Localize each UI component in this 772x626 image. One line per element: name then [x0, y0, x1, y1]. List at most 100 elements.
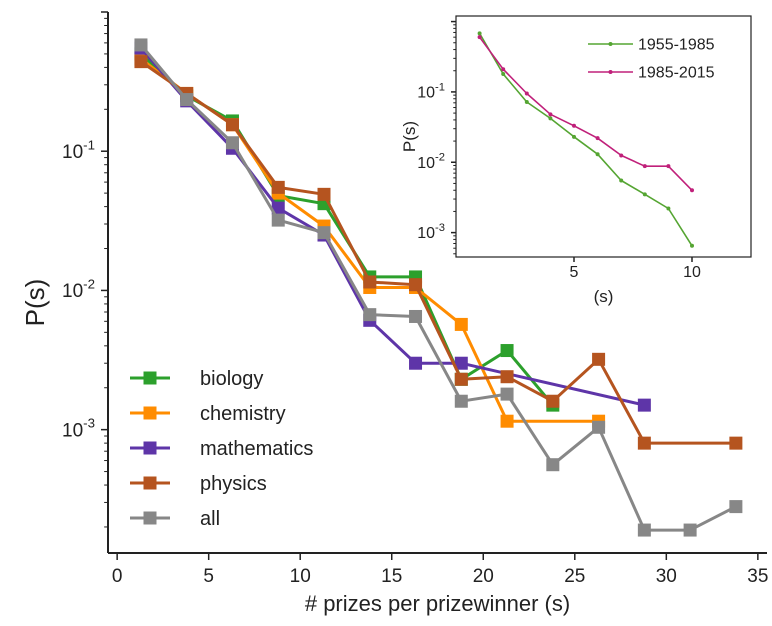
main-data-point — [454, 372, 468, 386]
main-legend-label: physics — [200, 473, 267, 495]
main-data-point — [409, 356, 423, 370]
main-data-point — [592, 352, 606, 366]
main-legend-marker — [143, 441, 157, 455]
main-data-point — [454, 317, 468, 331]
main-legend-marker — [143, 406, 157, 420]
inset-data-point — [501, 71, 506, 76]
inset-data-point — [524, 99, 529, 104]
inset-legend-label: 1955-1985 — [638, 37, 715, 54]
inset-data-point — [642, 164, 647, 169]
main-y-tick-label: 10-2 — [62, 277, 95, 303]
main-data-point — [317, 226, 331, 240]
main-data-point — [454, 356, 468, 370]
main-legend: biology chemistry mathematics physics all — [130, 368, 313, 530]
main-data-point — [225, 136, 239, 150]
main-data-point — [134, 55, 148, 69]
inset-series-1985-2015 — [477, 35, 694, 193]
main-data-point — [409, 278, 423, 292]
main-data-point — [363, 308, 377, 322]
inset-data-point — [501, 67, 506, 72]
main-legend-label: mathematics — [200, 438, 313, 460]
main-data-point — [683, 523, 697, 537]
inset-data-point — [642, 192, 647, 197]
main-data-point — [637, 398, 651, 412]
inset-legend-label: 1985-2015 — [638, 65, 715, 82]
main-y-tick-label: 10-1 — [62, 137, 95, 163]
inset-legend-marker — [608, 70, 613, 74]
main-data-point — [180, 93, 194, 107]
inset-y-axis-label: P(s) — [400, 121, 419, 152]
main-data-point — [592, 420, 606, 434]
inset-data-point — [666, 206, 671, 211]
inset-data-point — [595, 152, 600, 157]
inset-frame — [455, 15, 752, 258]
main-data-point — [729, 436, 743, 450]
inset-y-tick-label: 10-3 — [417, 222, 445, 242]
inset-y-tick-label: 10-1 — [417, 81, 445, 101]
main-data-point — [454, 394, 468, 408]
main-x-tick-label: 25 — [564, 566, 585, 587]
main-y-tick-label: 10-3 — [62, 416, 95, 442]
main-series-all — [134, 38, 743, 537]
inset-series-1955-1985 — [477, 31, 694, 248]
main-legend-label: biology — [200, 368, 263, 390]
main-data-point — [363, 275, 377, 289]
main-data-point — [225, 118, 239, 132]
main-data-point — [271, 213, 285, 227]
main-data-point — [317, 187, 331, 201]
main-data-point — [500, 414, 514, 428]
main-legend-marker — [143, 511, 157, 525]
inset-x-tick-label: 5 — [570, 264, 579, 281]
main-legend-label: chemistry — [200, 403, 286, 425]
main-data-point — [500, 370, 514, 384]
main-legend-marker — [143, 476, 157, 490]
inset-x-tick-label: 10 — [683, 264, 701, 281]
main-x-tick-label: 30 — [656, 566, 677, 587]
inset-data-point — [477, 35, 482, 40]
main-data-point — [500, 387, 514, 401]
main-x-axis-label: # prizes per prizewinner (s) — [305, 591, 570, 616]
main-x-tick-label: 0 — [112, 566, 123, 587]
inset-data-point — [548, 116, 553, 121]
inset-data-point — [690, 243, 694, 248]
inset-series-line — [478, 36, 693, 191]
main-data-point — [271, 201, 285, 215]
inset-data-point — [548, 112, 553, 117]
inset-data-point — [666, 164, 671, 169]
main-x-tick-label: 10 — [290, 566, 311, 587]
inset-series-line — [478, 32, 693, 247]
main-data-point — [546, 394, 560, 408]
inset-x-axis-label: (s) — [594, 287, 614, 306]
inset-data-point — [619, 178, 624, 183]
main-data-point — [637, 523, 651, 537]
inset-data-point — [595, 136, 600, 141]
main-data-point — [546, 458, 560, 472]
inset-data-point — [524, 91, 529, 96]
main-data-point — [134, 38, 148, 52]
inset-data-point — [619, 153, 624, 158]
main-x-tick-label: 5 — [203, 566, 214, 587]
main-legend-label: all — [200, 508, 220, 530]
main-data-point — [637, 436, 651, 450]
inset-data-point — [690, 188, 694, 193]
inset-chart: 5 10 10-1 10-2 10-3 (s) P(s) 1955-1985 1985-2015 — [400, 15, 752, 306]
main-x-tick-label: 20 — [473, 566, 494, 587]
inset-background — [456, 16, 751, 257]
inset-legend: 1955-1985 1985-2015 — [588, 37, 715, 82]
main-data-point — [500, 344, 514, 358]
inset-data-point — [572, 123, 576, 128]
inset-legend-marker — [608, 42, 613, 46]
main-x-tick-label: 35 — [747, 566, 768, 587]
main-x-tick-label: 15 — [381, 566, 402, 587]
main-chart: 0 5 10 15 20 25 30 35 10-1 10-2 10-3 # prizes per p… — [20, 11, 768, 616]
inset-data-point — [477, 31, 482, 36]
main-series-line — [139, 43, 737, 532]
main-data-point — [729, 500, 743, 514]
main-y-axis-label: P(s) — [20, 279, 50, 327]
main-series-physics — [134, 55, 743, 450]
main-legend-marker — [143, 371, 157, 385]
inset-data-point — [572, 134, 576, 139]
inset-y-tick-label: 10-2 — [417, 152, 445, 172]
main-data-point — [409, 309, 423, 323]
